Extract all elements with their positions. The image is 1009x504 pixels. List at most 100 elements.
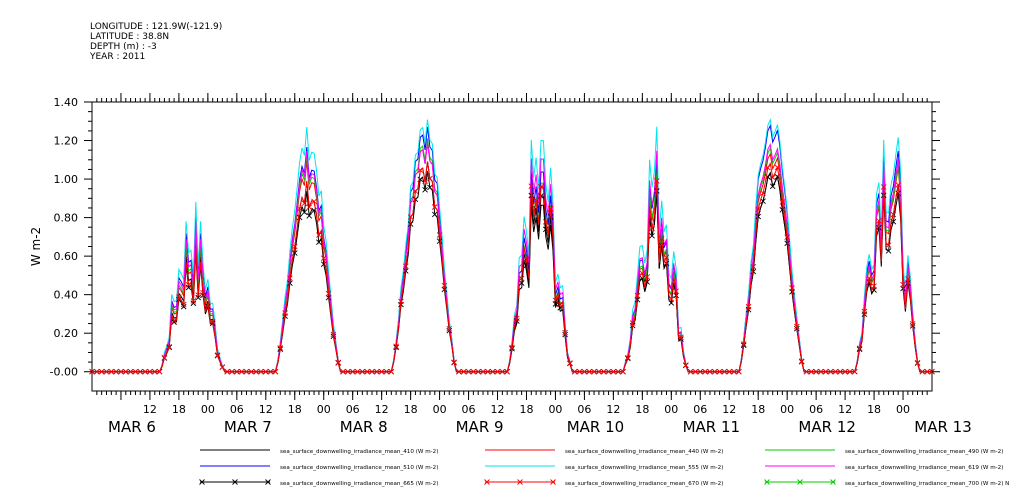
- series-marker: [287, 275, 293, 282]
- series-marker: [441, 282, 448, 289]
- series-marker: [234, 368, 240, 375]
- series-marker: [306, 204, 313, 211]
- series-marker: [581, 368, 588, 375]
- legend: sea_surface_downwelling_irradiance_mean_…: [199, 449, 1009, 487]
- series-marker: [330, 331, 337, 338]
- series-marker: [359, 368, 366, 375]
- series-marker: [480, 368, 486, 375]
- series-marker: [287, 280, 293, 286]
- series-marker: [851, 368, 858, 375]
- series-marker: [528, 183, 535, 190]
- legend-marker: [797, 479, 803, 485]
- series-marker: [731, 368, 737, 375]
- x-hour-tick-label: 12: [491, 403, 505, 416]
- series-marker: [538, 183, 544, 190]
- legend-marker: [232, 479, 238, 485]
- series-marker: [311, 198, 317, 205]
- series-marker: [205, 301, 211, 308]
- legend-marker: [484, 479, 490, 485]
- series-marker: [98, 368, 105, 375]
- x-hour-tick-label: 00: [201, 403, 215, 416]
- series-marker: [750, 263, 757, 270]
- series-marker: [716, 368, 723, 375]
- legend-label: sea_surface_downwelling_irradiance_mean_…: [280, 465, 438, 471]
- x-date-label: MAR 6: [108, 418, 156, 436]
- series-marker: [687, 368, 694, 375]
- series-marker: [905, 276, 911, 282]
- series-marker: [316, 239, 322, 246]
- x-hour-tick-label: 00: [317, 403, 331, 416]
- series-marker: [161, 354, 168, 361]
- series-marker: [784, 234, 790, 240]
- series-marker: [214, 352, 221, 358]
- series-marker: [755, 213, 762, 220]
- series-marker: [325, 290, 332, 297]
- series-marker: [258, 368, 264, 375]
- series-marker: [625, 354, 631, 361]
- latitude-label: LATITUDE : 38.8N: [90, 32, 170, 42]
- series-marker: [745, 303, 752, 310]
- series-marker: [485, 368, 491, 375]
- legend-label: sea_surface_downwelling_irradiance_mean_…: [845, 481, 1009, 487]
- series-marker: [702, 368, 708, 375]
- series-marker: [552, 297, 559, 304]
- series-marker: [610, 368, 617, 375]
- x-hour-tick-label: 06: [693, 403, 707, 416]
- series-marker: [644, 274, 650, 280]
- series-marker: [301, 209, 308, 216]
- series-marker: [885, 248, 892, 254]
- series-marker: [412, 188, 419, 194]
- y-tick-label: 1.20: [54, 135, 79, 148]
- series-marker: [272, 368, 279, 375]
- series-marker: [412, 196, 419, 203]
- x-hour-tick-label: 00: [780, 403, 794, 416]
- series-marker: [924, 368, 930, 375]
- series-marker: [422, 187, 428, 193]
- series-marker: [147, 368, 153, 375]
- legend-label: sea_surface_downwelling_irradiance_mean_…: [845, 465, 1003, 471]
- series-marker: [402, 268, 409, 274]
- series-marker: [340, 368, 346, 375]
- series-marker: [861, 308, 868, 315]
- series-marker: [789, 285, 795, 291]
- series-marker: [470, 368, 477, 375]
- series-marker: [885, 242, 892, 248]
- series-marker: [847, 368, 853, 375]
- series-marker: [692, 368, 699, 375]
- series-marker: [634, 292, 641, 299]
- series-marker: [398, 298, 404, 305]
- series-marker: [195, 292, 202, 298]
- series-marker: [335, 359, 342, 366]
- series-marker: [349, 368, 356, 375]
- series-marker: [600, 368, 607, 375]
- series-marker: [576, 368, 583, 375]
- series-marker: [586, 368, 593, 375]
- series-marker: [523, 256, 530, 263]
- x-hour-tick-label: 06: [230, 403, 244, 416]
- series-marker: [866, 275, 873, 281]
- series-marker: [774, 164, 781, 171]
- series-marker: [407, 221, 414, 227]
- legend-label: sea_surface_downwelling_irradiance_mean_…: [565, 449, 723, 455]
- series-marker: [431, 211, 438, 218]
- series-marker: [658, 235, 665, 242]
- x-hour-tick-label: 00: [548, 403, 562, 416]
- series-marker: [538, 193, 544, 199]
- series-marker: [277, 345, 284, 351]
- x-date-label: MAR 8: [340, 418, 388, 436]
- series-marker: [798, 358, 805, 365]
- x-hour-tick-label: 12: [722, 403, 736, 416]
- legend-marker: [199, 479, 205, 485]
- series-marker: [108, 368, 115, 375]
- series-marker: [678, 334, 684, 341]
- series-marker: [784, 240, 790, 247]
- series-marker: [224, 368, 230, 375]
- series-marker: [871, 283, 877, 289]
- series-marker: [673, 288, 679, 294]
- series-marker: [320, 255, 327, 262]
- series-marker: [533, 197, 539, 204]
- x-hour-tick-label: 12: [838, 403, 852, 416]
- series-marker: [658, 242, 665, 249]
- legend-label: sea_surface_downwelling_irradiance_mean_…: [565, 481, 723, 487]
- series-marker: [301, 200, 308, 207]
